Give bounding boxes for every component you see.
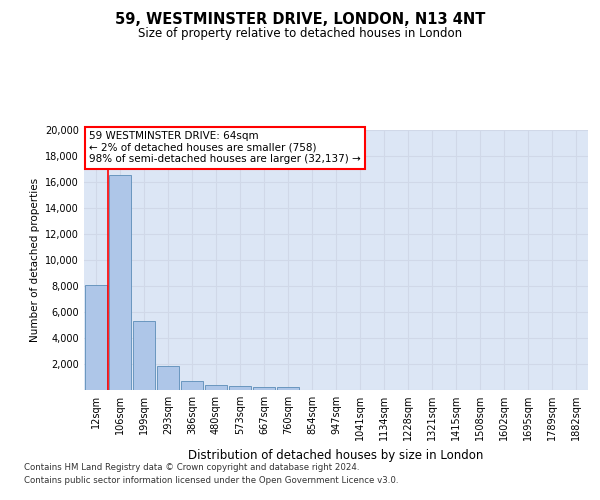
Text: 59, WESTMINSTER DRIVE, LONDON, N13 4NT: 59, WESTMINSTER DRIVE, LONDON, N13 4NT [115, 12, 485, 28]
Bar [157, 366, 179, 390]
Bar [253, 387, 275, 390]
Bar [133, 321, 155, 390]
Text: Contains public sector information licensed under the Open Government Licence v3: Contains public sector information licen… [24, 476, 398, 485]
Text: Size of property relative to detached houses in London: Size of property relative to detached ho… [138, 28, 462, 40]
Bar [277, 388, 299, 390]
Bar [181, 381, 203, 390]
X-axis label: Distribution of detached houses by size in London: Distribution of detached houses by size … [188, 448, 484, 462]
Bar [229, 386, 251, 390]
Bar [205, 386, 227, 390]
Text: Contains HM Land Registry data © Crown copyright and database right 2024.: Contains HM Land Registry data © Crown c… [24, 462, 359, 471]
Bar [85, 284, 107, 390]
Y-axis label: Number of detached properties: Number of detached properties [30, 178, 40, 342]
Bar [109, 176, 131, 390]
Text: 59 WESTMINSTER DRIVE: 64sqm
← 2% of detached houses are smaller (758)
98% of sem: 59 WESTMINSTER DRIVE: 64sqm ← 2% of deta… [89, 132, 361, 164]
